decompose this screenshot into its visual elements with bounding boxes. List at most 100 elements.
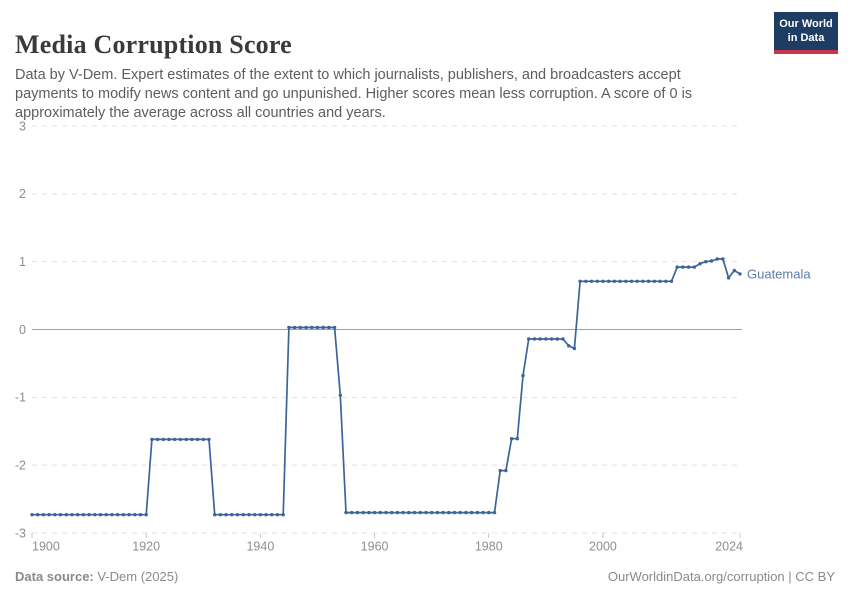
- data-point[interactable]: [287, 325, 291, 330]
- data-point[interactable]: [58, 513, 63, 517]
- data-point[interactable]: [555, 337, 559, 341]
- data-point[interactable]: [36, 513, 40, 517]
- data-point[interactable]: [681, 265, 685, 269]
- data-point[interactable]: [30, 513, 34, 517]
- data-point[interactable]: [201, 437, 205, 442]
- data-point[interactable]: [458, 510, 462, 515]
- data-point[interactable]: [418, 510, 422, 515]
- data-point[interactable]: [178, 437, 183, 442]
- data-point[interactable]: [504, 468, 508, 473]
- data-point[interactable]: [412, 510, 417, 515]
- data-point[interactable]: [538, 337, 542, 341]
- data-point[interactable]: [110, 513, 114, 517]
- data-point[interactable]: [367, 510, 371, 515]
- data-point[interactable]: [578, 279, 582, 283]
- data-point[interactable]: [241, 513, 245, 517]
- data-point[interactable]: [401, 510, 405, 515]
- data-point[interactable]: [658, 279, 662, 283]
- data-point[interactable]: [361, 510, 365, 515]
- data-point[interactable]: [675, 265, 679, 269]
- data-point[interactable]: [161, 437, 165, 442]
- data-point[interactable]: [721, 257, 725, 261]
- owid-logo[interactable]: Our World in Data: [774, 12, 838, 54]
- data-point[interactable]: [327, 325, 331, 330]
- data-point[interactable]: [601, 279, 605, 283]
- data-point[interactable]: [275, 513, 280, 517]
- data-point[interactable]: [315, 325, 320, 330]
- data-point[interactable]: [589, 279, 594, 283]
- data-point[interactable]: [395, 510, 400, 515]
- data-point[interactable]: [150, 437, 154, 442]
- data-point[interactable]: [298, 325, 303, 330]
- data-point[interactable]: [70, 513, 74, 517]
- data-point[interactable]: [332, 325, 337, 330]
- data-point[interactable]: [567, 344, 571, 348]
- data-point[interactable]: [93, 513, 97, 517]
- data-point[interactable]: [424, 510, 428, 515]
- data-point[interactable]: [692, 265, 696, 269]
- data-point[interactable]: [715, 257, 719, 261]
- data-point[interactable]: [281, 513, 285, 517]
- data-point[interactable]: [338, 393, 342, 397]
- data-point[interactable]: [384, 510, 388, 515]
- data-point[interactable]: [732, 268, 736, 273]
- data-point[interactable]: [81, 513, 86, 517]
- data-point[interactable]: [138, 513, 143, 517]
- data-point[interactable]: [104, 513, 108, 517]
- data-point[interactable]: [607, 279, 611, 283]
- data-point[interactable]: [532, 337, 537, 341]
- data-point[interactable]: [664, 279, 668, 283]
- data-point[interactable]: [475, 510, 480, 515]
- data-point[interactable]: [624, 279, 628, 283]
- data-point[interactable]: [652, 279, 657, 283]
- data-point[interactable]: [584, 279, 588, 283]
- data-point[interactable]: [64, 513, 69, 517]
- data-point[interactable]: [686, 265, 691, 269]
- data-point[interactable]: [47, 513, 51, 517]
- data-point[interactable]: [133, 513, 137, 517]
- data-point[interactable]: [618, 279, 622, 283]
- data-point[interactable]: [726, 276, 731, 280]
- data-point[interactable]: [155, 437, 160, 442]
- data-point[interactable]: [350, 510, 354, 515]
- data-point[interactable]: [173, 437, 177, 442]
- data-point[interactable]: [378, 510, 382, 515]
- data-point[interactable]: [487, 510, 491, 515]
- data-point[interactable]: [167, 437, 171, 442]
- data-point[interactable]: [98, 513, 103, 517]
- data-point[interactable]: [509, 437, 514, 441]
- data-point[interactable]: [549, 337, 554, 341]
- data-point[interactable]: [195, 437, 200, 442]
- data-point[interactable]: [264, 513, 268, 517]
- data-point[interactable]: [572, 346, 577, 351]
- data-point[interactable]: [452, 510, 457, 515]
- data-point[interactable]: [430, 510, 434, 515]
- data-point[interactable]: [464, 510, 468, 515]
- data-point[interactable]: [698, 262, 702, 266]
- data-point[interactable]: [344, 510, 348, 515]
- data-point[interactable]: [481, 510, 485, 515]
- data-point[interactable]: [224, 513, 228, 517]
- data-point[interactable]: [521, 373, 525, 378]
- data-point[interactable]: [76, 513, 80, 517]
- data-point[interactable]: [646, 279, 651, 283]
- data-point[interactable]: [544, 337, 548, 341]
- data-point[interactable]: [213, 513, 217, 517]
- data-point[interactable]: [247, 513, 251, 517]
- data-point[interactable]: [407, 510, 411, 515]
- data-point[interactable]: [258, 513, 263, 517]
- credit-link[interactable]: OurWorldinData.org/corruption | CC BY: [607, 569, 835, 584]
- data-point[interactable]: [53, 513, 57, 517]
- data-point[interactable]: [355, 510, 360, 515]
- data-point[interactable]: [310, 325, 314, 330]
- guatemala-line[interactable]: [31, 258, 741, 516]
- data-point[interactable]: [321, 325, 325, 330]
- data-point[interactable]: [304, 325, 308, 330]
- data-point[interactable]: [115, 513, 120, 517]
- data-point[interactable]: [270, 513, 274, 517]
- data-point[interactable]: [704, 260, 708, 264]
- data-point[interactable]: [184, 437, 188, 442]
- data-point[interactable]: [709, 259, 714, 263]
- data-point[interactable]: [235, 513, 240, 517]
